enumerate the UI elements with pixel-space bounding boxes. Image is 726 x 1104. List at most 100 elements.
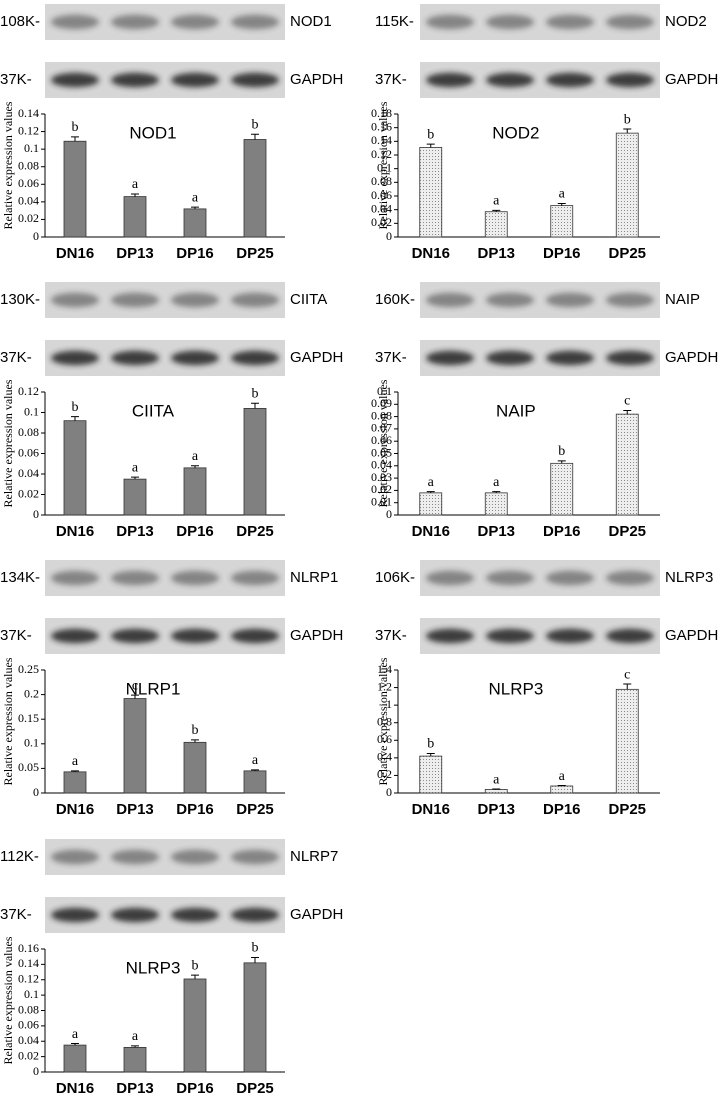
x-tick-label: DN16 (56, 1080, 94, 1097)
blot-band (426, 629, 474, 643)
y-tick-label: 0.04 (18, 466, 39, 480)
blot-band (111, 908, 159, 922)
blot: 134K-NLRP1 (0, 560, 338, 596)
error-bar (191, 975, 199, 979)
significance-letter: b (427, 737, 434, 752)
blot-band (51, 850, 99, 864)
chart-title: NLRP3 (126, 958, 181, 977)
x-tick-label: DP13 (116, 801, 154, 818)
blot: 37K-GAPDH (375, 62, 718, 98)
bar (485, 493, 507, 515)
blot-label: GAPDH (665, 71, 718, 88)
error-bar (623, 684, 631, 689)
y-tick-label: 0.15 (18, 711, 39, 725)
blot-size: 112K- (0, 848, 39, 865)
significance-letter: c (624, 667, 630, 682)
bar (244, 771, 266, 793)
chart-title: NLRP3 (488, 679, 543, 698)
blot-band (231, 850, 279, 864)
significance-letter: a (559, 187, 566, 202)
significance-letter: a (192, 449, 199, 464)
bar-chart: 00.010.020.030.040.050.060.070.080.090.1… (371, 379, 660, 540)
bar (420, 756, 442, 793)
y-tick-label: 0.06 (18, 445, 39, 459)
blot-band (51, 15, 99, 29)
y-tick-label: 0 (386, 785, 392, 799)
blot-band (231, 15, 279, 29)
blot-label: GAPDH (290, 627, 343, 644)
blot-label: GAPDH (290, 906, 343, 923)
blot-band (606, 351, 654, 365)
blot-label: GAPDH (290, 71, 343, 88)
blot-label: NLRP3 (665, 569, 713, 586)
bar (184, 468, 206, 515)
significance-letter: a (493, 194, 500, 209)
blot-band (606, 15, 654, 29)
blot-band (546, 15, 594, 29)
significance-letter: b (624, 112, 631, 127)
y-tick-label: 0.1 (24, 736, 39, 750)
bar (184, 979, 206, 1072)
blot-band (231, 293, 279, 307)
significance-letter: a (132, 1029, 139, 1044)
blot-band (111, 351, 159, 365)
significance-letter: a (72, 754, 79, 769)
bar (124, 699, 146, 793)
significance-letter: b (72, 120, 79, 135)
blot-size: 37K- (375, 627, 407, 644)
x-tick-label: DP16 (176, 801, 214, 818)
error-bar (251, 134, 259, 139)
blot-band (546, 571, 594, 585)
y-tick-label: 0 (33, 229, 39, 243)
blot-size: 115K- (375, 13, 414, 30)
y-tick-label: 0.02 (18, 486, 39, 500)
blot-band (111, 629, 159, 643)
y-tick-label: 0 (386, 229, 392, 243)
blot-size: 37K- (0, 349, 32, 366)
bar (64, 141, 86, 237)
y-tick-label: 0.06 (18, 1018, 39, 1032)
x-tick-label: DP16 (176, 1080, 214, 1097)
significance-letter: a (428, 475, 435, 490)
blot-band (426, 351, 474, 365)
significance-letter: a (493, 475, 500, 490)
y-tick-label: 0.12 (18, 384, 39, 398)
blot-band (426, 15, 474, 29)
bar (616, 414, 638, 515)
bar (616, 133, 638, 237)
chart-title: NAIP (496, 401, 536, 420)
significance-letter: b (427, 127, 434, 142)
blot-size: 108K- (0, 13, 40, 30)
y-axis-label: Relative expression values (1, 657, 15, 785)
blot-band (486, 293, 534, 307)
y-axis-label: Relative expression values (376, 657, 390, 785)
blot-label: NLRP7 (290, 848, 338, 865)
significance-letter: a (559, 769, 566, 784)
x-tick-label: DP25 (236, 523, 274, 540)
x-tick-label: DP16 (543, 801, 581, 818)
blot-band (111, 850, 159, 864)
y-axis-label: Relative expression values (1, 936, 15, 1064)
blot-band (231, 73, 279, 87)
y-tick-label: 0.04 (18, 1033, 39, 1047)
significance-letter: a (72, 1027, 79, 1042)
x-tick-label: DP16 (176, 523, 214, 540)
x-tick-label: DP25 (608, 801, 646, 818)
bar (420, 493, 442, 515)
bar (420, 147, 442, 237)
blot-band (486, 351, 534, 365)
x-tick-label: DN16 (56, 801, 94, 818)
blot-band (51, 571, 99, 585)
y-axis-label: Relative expression values (1, 379, 15, 507)
significance-letter: c (624, 394, 630, 409)
chart-title: NOD2 (492, 123, 539, 142)
bar (64, 772, 86, 793)
blot: 37K- GAPDH (0, 62, 343, 98)
blot-size: 37K- (0, 71, 32, 88)
blot: 106K-NLRP3 (375, 560, 713, 596)
bar-chart: 00.020.040.060.080.10.120.140.16Relative… (1, 936, 285, 1097)
blot-band (546, 351, 594, 365)
blot-band (606, 571, 654, 585)
